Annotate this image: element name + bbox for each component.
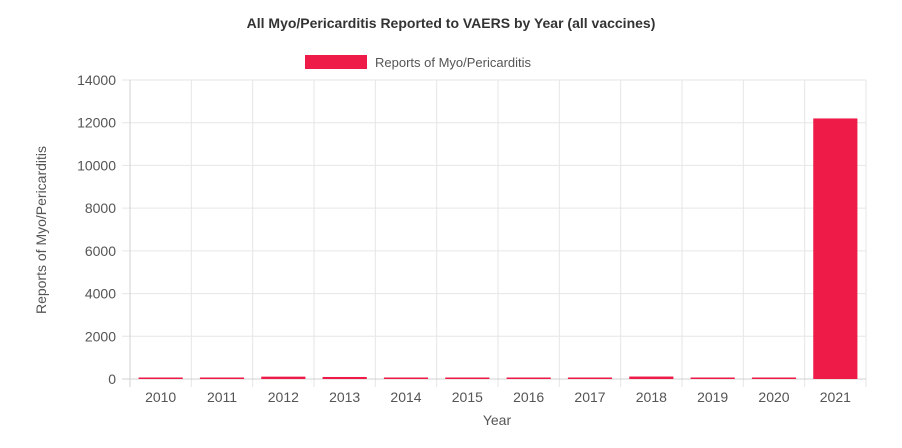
legend[interactable]: Reports of Myo/Pericarditis — [305, 55, 532, 70]
y-tick-label: 6000 — [85, 243, 116, 259]
x-tick-label: 2018 — [636, 389, 667, 405]
x-tick-label: 2015 — [452, 389, 483, 405]
bar-2014[interactable] — [383, 377, 429, 380]
x-tick-label: 2011 — [207, 389, 237, 405]
y-tick-label: 12000 — [77, 115, 116, 131]
bar-2011[interactable] — [199, 377, 245, 380]
legend-label: Reports of Myo/Pericarditis — [375, 55, 532, 70]
x-tick-label: 2013 — [329, 389, 360, 405]
gridlines — [122, 79, 867, 387]
y-tick-label: 2000 — [85, 328, 116, 344]
bar-2017[interactable] — [567, 377, 613, 380]
y-tick-label: 10000 — [77, 157, 116, 173]
bar-2016[interactable] — [506, 377, 551, 380]
y-tick-label: 4000 — [85, 286, 116, 302]
x-tick-label: 2014 — [390, 389, 421, 405]
x-tick-label: 2021 — [820, 389, 851, 405]
bar-2019[interactable] — [690, 377, 735, 380]
y-tick-label: 8000 — [85, 200, 116, 216]
bar-2018[interactable] — [629, 376, 674, 379]
bar-2010[interactable] — [138, 377, 183, 380]
y-axis-label: Reports of Myo/Pericarditis — [33, 146, 49, 314]
x-tick-label: 2012 — [268, 389, 299, 405]
x-axis-ticks: 2010 2011 2012 2013 2014 2015 2016 2017 2018 2019… — [145, 389, 851, 405]
bar-2020[interactable] — [751, 377, 797, 380]
bar-2015[interactable] — [445, 377, 490, 380]
x-tick-label: 2017 — [574, 389, 605, 405]
x-tick-label: 2019 — [697, 389, 728, 405]
y-tick-label: 14000 — [77, 72, 116, 88]
bar-2013[interactable] — [322, 376, 367, 379]
y-axis-ticks: 0 2000 4000 6000 8000 10000 12000 14000 — [77, 72, 116, 387]
x-tick-label: 2016 — [513, 389, 544, 405]
x-tick-label: 2010 — [145, 389, 176, 405]
legend-swatch — [305, 55, 367, 69]
chart-title: All Myo/Pericarditis Reported to VAERS b… — [247, 15, 656, 31]
bars — [138, 118, 858, 380]
x-axis-label: Year — [483, 412, 512, 428]
bar-2012[interactable] — [261, 376, 306, 379]
y-tick-label: 0 — [108, 371, 116, 387]
bar-2021[interactable] — [813, 118, 858, 379]
x-tick-label: 2020 — [758, 389, 789, 405]
